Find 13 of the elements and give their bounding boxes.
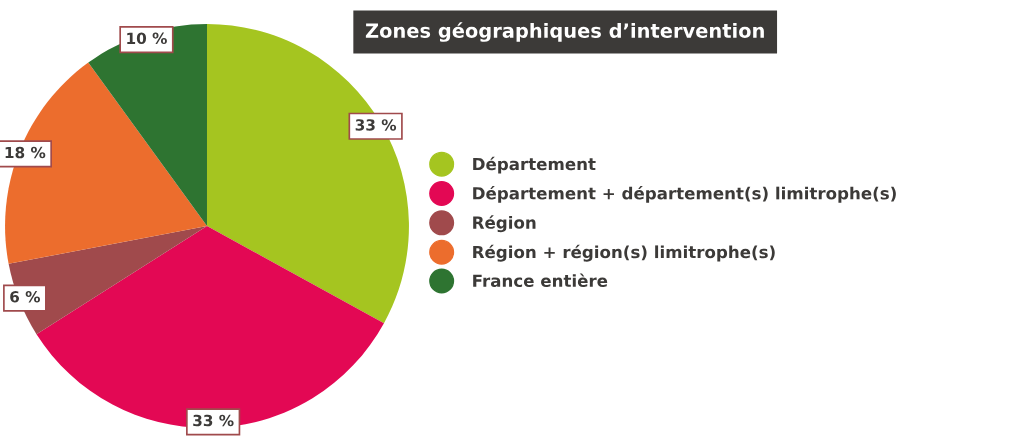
data-label: 33 %: [355, 119, 397, 131]
data-label: 10 %: [127, 32, 167, 45]
legend-label: Région: [473, 215, 536, 233]
pie-slice: [5, 62, 207, 264]
data-label: 18 %: [5, 146, 46, 159]
legend-label: Département: [473, 156, 596, 174]
legend-label: Département + département(s) limitrophe(s): [473, 186, 896, 203]
chart-title: Zones géographiques d’intervention: [365, 22, 764, 42]
pie-slice: [88, 24, 207, 226]
data-label: 33 %: [193, 414, 234, 427]
data-label: 6 %: [10, 290, 40, 303]
legend-label: France entière: [473, 273, 608, 288]
legend-label: Région + région(s) limitrophe(s): [473, 244, 775, 262]
